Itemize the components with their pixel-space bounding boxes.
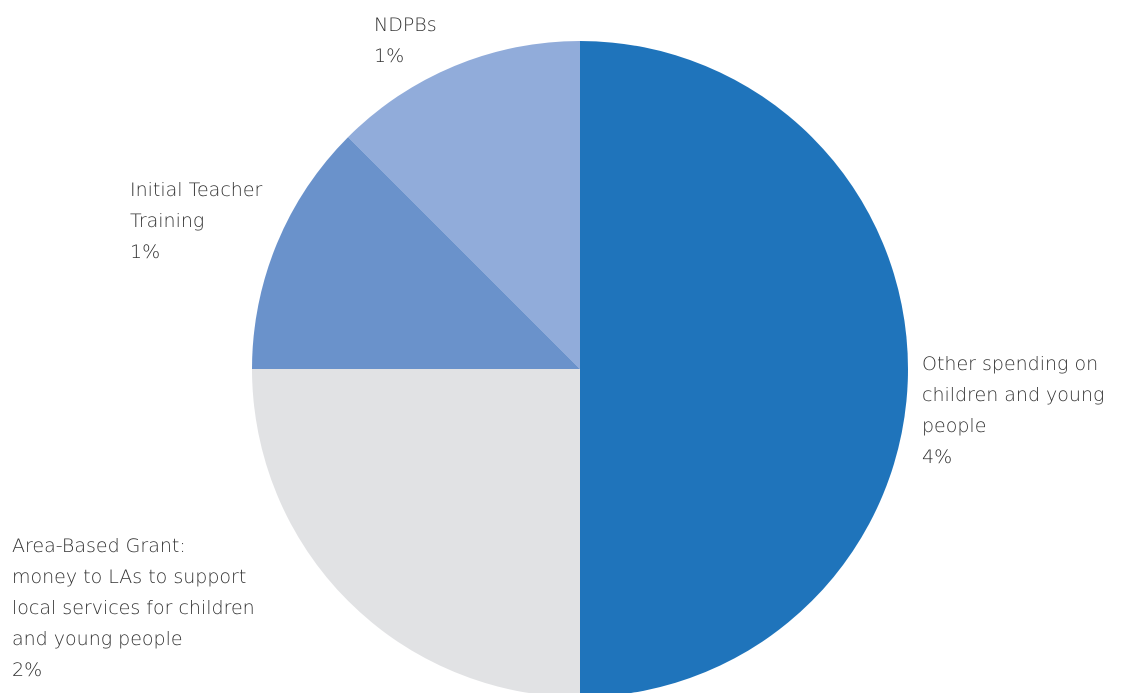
slice-label-3: NDPBs 1% — [374, 14, 437, 67]
slice-label-line: Other spending on — [922, 353, 1098, 375]
slice-percent-label: 4% — [922, 446, 952, 468]
pie-slices — [252, 41, 908, 693]
slice-label-line: money to LAs to support — [12, 566, 246, 588]
slice-label-line: people — [922, 415, 986, 437]
slice-label-line: NDPBs — [374, 14, 437, 36]
slice-label-line: Area-Based Grant: — [12, 535, 186, 557]
slice-labels: Other spending on children and young peopl… — [12, 14, 1104, 681]
slice-percent-label: 2% — [12, 659, 42, 681]
pie-slice-3 — [348, 41, 580, 369]
slice-label-line: children and young — [922, 384, 1104, 406]
pie-slice-2 — [252, 137, 580, 369]
slice-percent-label: 1% — [130, 241, 160, 263]
slice-label-line: local services for children — [12, 597, 255, 619]
pie-slice-0 — [580, 41, 908, 693]
slice-percent-label: 1% — [374, 45, 404, 67]
slice-label-line: Training — [130, 210, 204, 232]
slice-label-line: Initial Teacher — [130, 179, 263, 201]
slice-label-0: Other spending on children and young peopl… — [922, 353, 1104, 468]
pie-slice-1 — [252, 369, 580, 693]
slice-label-1: Area-Based Grant: money to LAs to support… — [12, 535, 255, 681]
slice-label-2: Initial Teacher Training 1% — [130, 179, 263, 263]
slice-label-line: and young people — [12, 628, 183, 650]
